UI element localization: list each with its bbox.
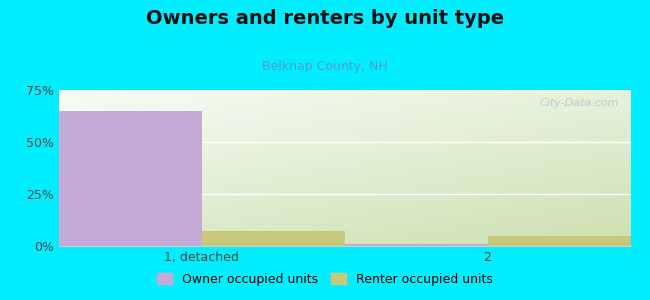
Bar (202, 231, 344, 246)
Text: Owners and renters by unit type: Owners and renters by unit type (146, 9, 504, 28)
Text: City-Data.com: City-Data.com (540, 98, 619, 108)
Bar (58, 111, 202, 246)
Text: Belknap County, NH: Belknap County, NH (262, 60, 388, 73)
Legend: Owner occupied units, Renter occupied units: Owner occupied units, Renter occupied un… (152, 268, 498, 291)
Bar (344, 244, 488, 246)
Bar (488, 236, 630, 246)
